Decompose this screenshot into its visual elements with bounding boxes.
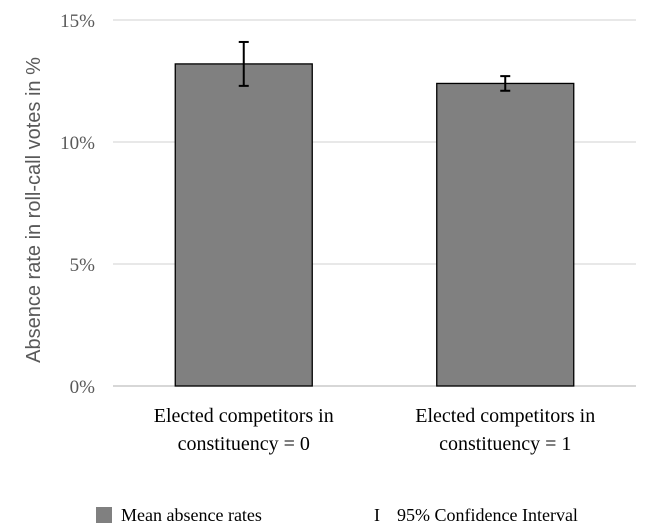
legend-bar-swatch	[96, 507, 112, 523]
error-bars	[238, 40, 511, 92]
x-axis-labels: Elected competitors in constituency = 0 El…	[154, 405, 595, 455]
y-axis-ticks: 0% 5% 10% 15%	[60, 11, 95, 398]
y-tick-label: 0%	[70, 377, 96, 398]
legend-ci-label: 95% Confidence Interval	[397, 505, 578, 525]
bar	[436, 82, 575, 387]
y-tick-label: 15%	[60, 11, 95, 32]
error-bar	[500, 75, 511, 92]
y-axis-label: Absence rate in roll-call votes in %	[23, 57, 45, 363]
legend-bar-label: Mean absence rates	[121, 505, 262, 525]
error-bar	[238, 40, 249, 87]
bar	[174, 63, 313, 387]
legend-ci-marker: I	[374, 505, 380, 525]
bars	[174, 63, 575, 387]
y-tick-label: 10%	[60, 133, 95, 154]
legend: Mean absence rates I 95% Confidence Inte…	[96, 505, 578, 525]
x-tick-label: Elected competitors in constituency = 1	[415, 405, 595, 455]
x-tick-label: Elected competitors in constituency = 0	[154, 405, 334, 455]
y-tick-label: 5%	[70, 255, 96, 276]
